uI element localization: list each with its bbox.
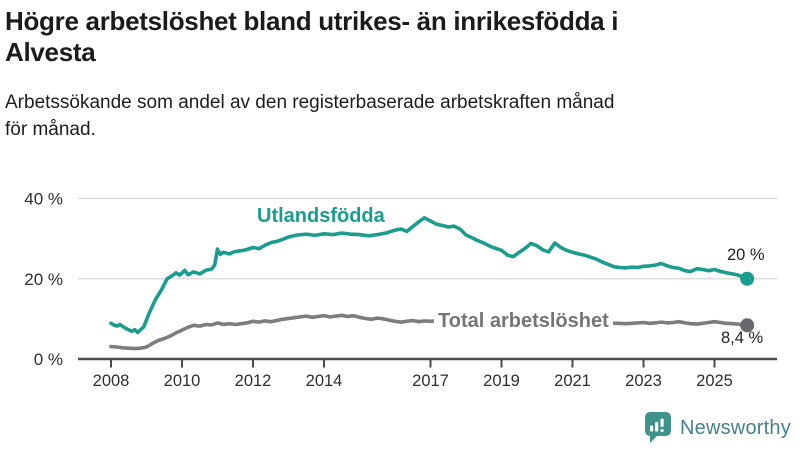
newsworthy-logo[interactable]: Newsworthy <box>644 412 791 445</box>
chart-header: Högre arbetslöshet bland utrikes- än inr… <box>5 6 797 144</box>
end-value-label-utlandsfodda: 20 % <box>727 246 765 264</box>
x-tick-label-2021: 2021 <box>554 372 591 390</box>
end-value-label-total: 8,4 % <box>721 329 764 347</box>
newsworthy-logo-text: Newsworthy <box>680 417 791 439</box>
chart-subtitle: Arbetssökande som andel av den registerb… <box>5 90 797 143</box>
x-tick-label-2014: 2014 <box>306 372 343 390</box>
x-tick-label-2017: 2017 <box>412 372 449 390</box>
endpoint-dot-total-arbetsl-shet <box>740 318 755 333</box>
x-tick-label-2023: 2023 <box>625 372 662 390</box>
y-tick-label-20: 20 % <box>24 270 63 289</box>
x-tick-label-2010: 2010 <box>164 372 201 390</box>
endpoint-dot-utlandsf-dda <box>740 271 755 286</box>
x-tick-label-2008: 2008 <box>93 372 130 390</box>
x-tick-label-2019: 2019 <box>483 372 520 390</box>
series-line-total-arbetsl-shet <box>109 313 749 351</box>
x-tick-label-2025: 2025 <box>696 372 733 390</box>
page-title: Högre arbetslöshet bland utrikes- än inr… <box>5 6 797 68</box>
series-label-utlandsfodda: Utlandsfödda <box>254 205 388 229</box>
series-line-utlandsf-dda <box>109 216 749 335</box>
y-tick-label-40: 40 % <box>24 190 63 209</box>
subtitle-line-2: för månad. <box>5 118 96 140</box>
x-tick-label-2012: 2012 <box>235 372 272 390</box>
y-tick-label-0: 0 % <box>34 350 63 369</box>
title-line-1: Högre arbetslöshet bland utrikes- än inr… <box>5 6 619 36</box>
title-line-2: Alvesta <box>5 37 96 68</box>
newsworthy-bar-chart-bubble-icon <box>645 412 671 443</box>
subtitle-line-1: Arbetssökande som andel av den registerb… <box>5 92 615 114</box>
series-label-total-arbetsloshet: Total arbetslöshet <box>434 309 613 335</box>
